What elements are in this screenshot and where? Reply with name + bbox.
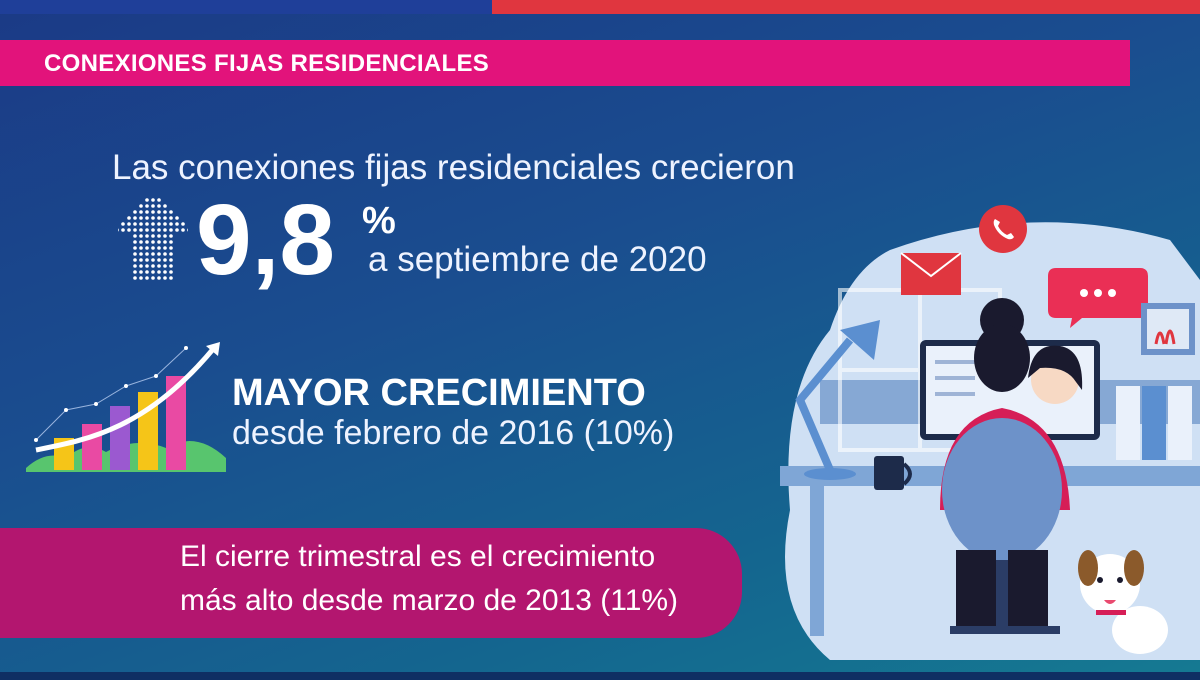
growth-title: MAYOR CRECIMIENTO bbox=[232, 372, 646, 414]
headline-value: 9,8 bbox=[196, 184, 336, 296]
phone-icon bbox=[979, 205, 1027, 253]
header-bar bbox=[0, 40, 1130, 86]
top-accent-bar-blue bbox=[0, 0, 492, 14]
wall-picture-icon bbox=[1141, 303, 1195, 355]
desk-lamp-icon bbox=[795, 320, 880, 480]
headline-period: a septiembre de 2020 bbox=[368, 240, 707, 279]
dog-illustration bbox=[1078, 550, 1168, 654]
headline-lead: Las conexiones fijas residenciales creci… bbox=[112, 148, 795, 187]
mug-icon bbox=[874, 456, 912, 490]
person-at-desk-illustration bbox=[780, 222, 1200, 660]
bar-chart-growth-icon bbox=[26, 342, 226, 472]
growth-subtitle: desde febrero de 2016 (10%) bbox=[232, 414, 675, 452]
top-accent-bar-red bbox=[492, 0, 1200, 14]
page-title: CONEXIONES FIJAS RESIDENCIALES bbox=[44, 50, 490, 77]
dotted-up-arrow-icon bbox=[118, 198, 188, 280]
bottom-bar bbox=[0, 672, 1200, 680]
callout-box bbox=[0, 528, 742, 638]
chat-bubble-icon bbox=[1048, 268, 1148, 328]
headline-unit: % bbox=[362, 200, 396, 242]
mail-icon bbox=[900, 252, 962, 295]
callout-line-1: El cierre trimestral es el crecimiento bbox=[180, 540, 656, 573]
callout-line-2: más alto desde marzo de 2013 (11%) bbox=[180, 584, 679, 617]
